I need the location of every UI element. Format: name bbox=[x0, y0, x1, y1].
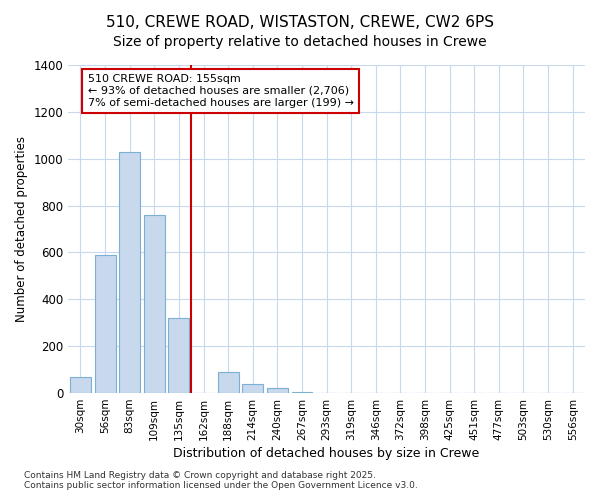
Bar bbox=[70, 377, 91, 393]
Bar bbox=[144, 215, 165, 393]
Bar bbox=[218, 372, 239, 393]
Text: 510, CREWE ROAD, WISTASTON, CREWE, CW2 6PS: 510, CREWE ROAD, WISTASTON, CREWE, CW2 6… bbox=[106, 15, 494, 30]
Bar bbox=[95, 255, 116, 393]
X-axis label: Distribution of detached houses by size in Crewe: Distribution of detached houses by size … bbox=[173, 447, 480, 460]
Bar bbox=[267, 388, 288, 393]
Text: 510 CREWE ROAD: 155sqm
← 93% of detached houses are smaller (2,706)
7% of semi-d: 510 CREWE ROAD: 155sqm ← 93% of detached… bbox=[88, 74, 354, 108]
Bar bbox=[242, 384, 263, 393]
Bar bbox=[169, 318, 190, 393]
Text: Size of property relative to detached houses in Crewe: Size of property relative to detached ho… bbox=[113, 35, 487, 49]
Bar bbox=[119, 152, 140, 393]
Text: Contains HM Land Registry data © Crown copyright and database right 2025.
Contai: Contains HM Land Registry data © Crown c… bbox=[24, 470, 418, 490]
Y-axis label: Number of detached properties: Number of detached properties bbox=[15, 136, 28, 322]
Bar bbox=[292, 392, 313, 393]
